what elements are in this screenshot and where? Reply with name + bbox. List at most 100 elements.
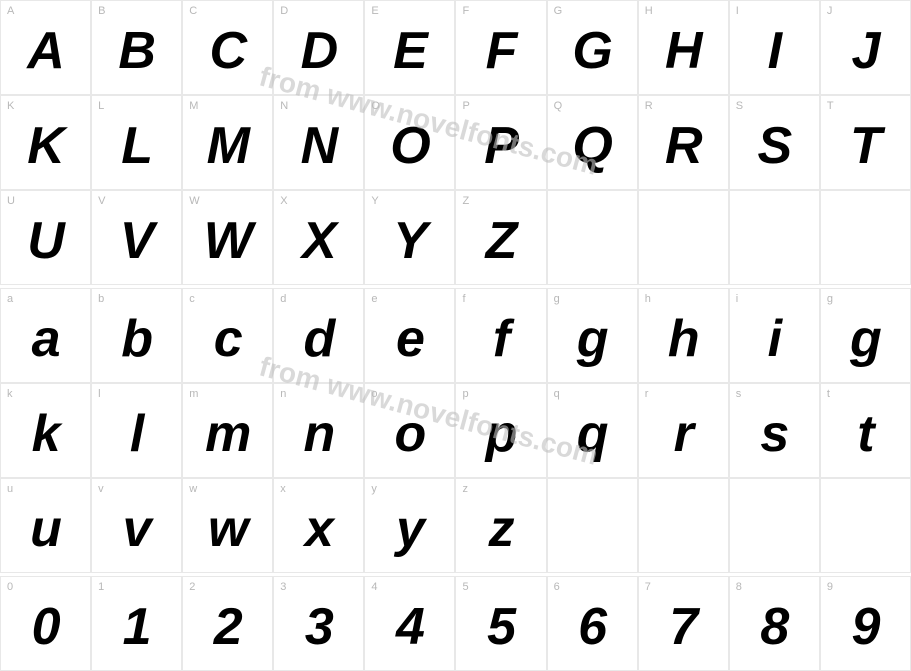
glyph-cell-label: G [554,5,563,17]
glyph-cell: 77 [638,576,729,671]
glyph-cell-label: 0 [7,581,13,593]
glyph-cell: gg [547,288,638,383]
glyph-cell-glyph: W [204,211,252,271]
glyph-cell-label: 1 [98,581,104,593]
glyph-cell: oo [364,383,455,478]
glyph-cell-label: X [280,195,287,207]
glyph-cell-glyph: N [301,116,338,176]
glyph-cell: II [729,0,820,95]
glyph-cell: XX [273,190,364,285]
glyph-cell-label: p [462,388,468,400]
glyph-cell-label: 2 [189,581,195,593]
glyph-cell: NN [273,95,364,190]
glyph-cell: ee [364,288,455,383]
glyph-cell-label: R [645,100,653,112]
glyph-cell-glyph: y [396,499,424,559]
glyph-cell-label: C [189,5,197,17]
glyph-cell-glyph: w [208,499,247,559]
glyph-cell: hh [638,288,729,383]
glyph-cell-glyph: r [674,404,693,464]
glyph-cell: 88 [729,576,820,671]
glyph-section-digits: 00112233445566778899 [0,576,911,671]
glyph-cell [729,190,820,285]
glyph-cell: dd [273,288,364,383]
glyph-cell-glyph: u [30,499,61,559]
glyph-cell: qq [547,383,638,478]
glyph-cell-glyph: B [118,21,155,81]
glyph-cell: UU [0,190,91,285]
glyph-cell-label: o [371,388,377,400]
glyph-cell-glyph: J [851,21,879,81]
glyph-cell-glyph: d [303,309,334,369]
glyph-cell-glyph: I [768,21,781,81]
glyph-cell-glyph: Q [572,116,611,176]
glyph-cell-glyph: m [205,404,250,464]
glyph-cell-label: W [189,195,199,207]
glyph-cell-label: i [736,293,738,305]
glyph-cell-glyph: g [577,309,608,369]
glyph-cell-glyph: v [123,499,151,559]
glyph-cell-glyph: O [390,116,429,176]
glyph-cell-label: e [371,293,377,305]
glyph-cell-label: U [7,195,15,207]
glyph-cell: 33 [273,576,364,671]
glyph-cell-glyph: b [121,309,152,369]
glyph-cell: pp [455,383,546,478]
glyph-cell: QQ [547,95,638,190]
glyph-cell-glyph: e [396,309,424,369]
glyph-cell: BB [91,0,182,95]
glyph-cell [638,190,729,285]
glyph-cell: zz [455,478,546,573]
glyph-cell-label: Z [462,195,469,207]
glyph-cell-label: A [7,5,14,17]
glyph-cell: ss [729,383,820,478]
glyph-cell: JJ [820,0,911,95]
glyph-cell-glyph: 2 [214,597,242,657]
glyph-cell-glyph: S [758,116,792,176]
glyph-cell: VV [91,190,182,285]
glyph-cell: rr [638,383,729,478]
glyph-cell-label: f [462,293,465,305]
glyph-cell: bb [91,288,182,383]
glyph-cell-label: c [189,293,195,305]
glyph-cell: OO [364,95,455,190]
glyph-cell-glyph: 7 [669,597,697,657]
glyph-cell-label: T [827,100,834,112]
glyph-cell: 66 [547,576,638,671]
glyph-cell: 55 [455,576,546,671]
glyph-cell-label: 8 [736,581,742,593]
glyph-cell-glyph: l [130,404,143,464]
glyph-cell-label: t [827,388,830,400]
glyph-cell: YY [364,190,455,285]
glyph-cell: ff [455,288,546,383]
glyph-cell-glyph: f [493,309,509,369]
glyph-cell-glyph: F [486,21,517,81]
glyph-cell-label: h [645,293,651,305]
glyph-cell-label: 5 [462,581,468,593]
glyph-cell-label: u [7,483,13,495]
glyph-cell-label: v [98,483,104,495]
glyph-cell-label: q [554,388,560,400]
glyph-cell: SS [729,95,820,190]
glyph-cell-glyph: L [121,116,152,176]
glyph-cell-glyph: o [395,404,426,464]
glyph-cell: RR [638,95,729,190]
glyph-cell-label: 4 [371,581,377,593]
glyph-cell-label: P [462,100,469,112]
glyph-cell: aa [0,288,91,383]
glyph-cell-label: H [645,5,653,17]
glyph-cell-label: E [371,5,378,17]
glyph-cell: 44 [364,576,455,671]
glyph-cell: MM [182,95,273,190]
glyph-cell: AA [0,0,91,95]
glyph-cell-glyph: t [857,404,873,464]
glyph-cell: KK [0,95,91,190]
glyph-cell-label: r [645,388,649,400]
glyph-cell: uu [0,478,91,573]
glyph-cell [729,478,820,573]
glyph-cell-label: B [98,5,105,17]
glyph-cell-glyph: H [665,21,702,81]
font-glyph-chart: AABBCCDDEEFFGGHHIIJJKKLLMMNNOOPPQQRRSSTT… [0,0,911,668]
glyph-cell: WW [182,190,273,285]
glyph-section-lowercase: aabbccddeeffgghhiiggkkllmmnnooppqqrrsstt… [0,288,911,573]
